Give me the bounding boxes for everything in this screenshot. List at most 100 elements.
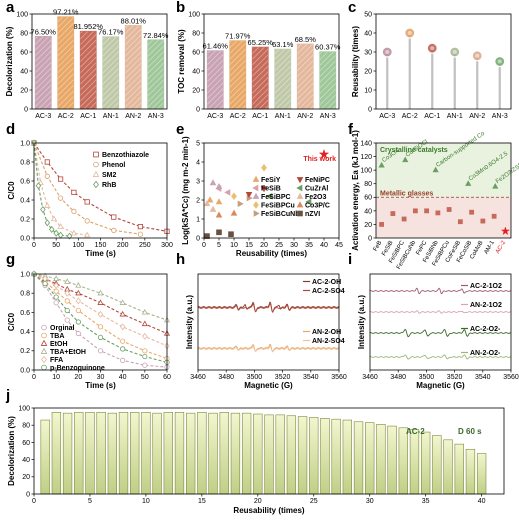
- plot-frame: [31, 13, 168, 110]
- y-tick-label: 20: [364, 68, 372, 75]
- y-tick-label: 20: [22, 474, 30, 481]
- data-point: [231, 192, 237, 200]
- bar: [286, 415, 297, 495]
- data-point: [75, 319, 81, 325]
- series-line: [33, 142, 88, 236]
- data-point: [318, 148, 330, 159]
- y-tick-label: 0: [24, 106, 28, 113]
- panel-d: Benzothiazole Phenol SM2 RhB 0.0 0.2 0.4 0.6 0.8…: [7, 139, 173, 258]
- data-point: [237, 200, 244, 208]
- y-axis-label: Decolorization (%): [5, 26, 14, 96]
- legend-marker: [92, 170, 100, 177]
- category-label: AC-1: [424, 113, 440, 120]
- x-tick-label: 5: [217, 242, 221, 249]
- y-tick-label: 100: [18, 405, 30, 412]
- data-point: [209, 205, 217, 212]
- legend-label: AN-2-O2-: [470, 350, 501, 357]
- bar-value-label: 65.25%: [248, 38, 274, 47]
- bar: [208, 412, 218, 495]
- data-point: [266, 192, 273, 200]
- data-point: [64, 317, 70, 323]
- legend-label: AN-2-SO4: [312, 338, 345, 345]
- data-point: [53, 282, 59, 290]
- x-tick-label: 15: [198, 498, 206, 505]
- bar: [253, 413, 263, 495]
- x-tick-label: 3540: [303, 374, 319, 381]
- bar: [152, 412, 162, 495]
- bar: [107, 412, 117, 495]
- y-tick-label: 0.4: [20, 329, 30, 336]
- y-tick-label: 40: [364, 208, 372, 215]
- category-label: AM-1: [483, 239, 496, 255]
- y-tick-label: 20: [192, 87, 200, 94]
- data-point: [53, 300, 59, 306]
- y-tick-label: 0.8: [20, 159, 30, 166]
- spectrum-line: [197, 301, 340, 313]
- panel-a: 76.50% AC-3 97.21% AC-2 81.952% AC-1 76.17% AN-…: [5, 8, 169, 120]
- x-tick-label: 0: [32, 242, 36, 249]
- data-point: [75, 330, 81, 337]
- data-point: [84, 199, 90, 205]
- x-axis-label: Reusability (times): [233, 506, 304, 515]
- y-tick-label: 0.6: [20, 178, 30, 185]
- x-tick-label: 20: [74, 374, 82, 381]
- spectrum-line: [197, 346, 340, 353]
- bar: [206, 50, 224, 110]
- y-tick-label: 0.2: [20, 348, 30, 355]
- data-point: [71, 189, 77, 195]
- bar: [62, 412, 73, 495]
- legend-marker: [252, 192, 260, 199]
- data-point: [230, 209, 238, 216]
- lollipop-highlight: [407, 31, 412, 35]
- legend-label: Co3P/C: [305, 203, 330, 210]
- data-point: [260, 186, 268, 193]
- plot-frame: [203, 142, 340, 239]
- category-label: AC-2: [495, 239, 507, 254]
- panel-b: 61.46% AC-3 71.97% AC-2 65.25% AC-1 63.1% AN-1 6…: [177, 11, 341, 120]
- category-label: AN-1: [103, 113, 119, 120]
- y-axis-label: Reusability (times): [351, 26, 360, 97]
- legend-marker: [296, 201, 304, 208]
- bar: [229, 40, 247, 110]
- bar: [275, 414, 285, 495]
- legend-label: Benzothiazole: [102, 152, 149, 159]
- y-tick-label: 4: [196, 159, 200, 166]
- y-tick-label: 40: [20, 68, 28, 75]
- legend-label: Fe2O3: [305, 194, 327, 201]
- x-tick-label: 0: [32, 498, 36, 505]
- y-axis-label: Decolorization (%): [7, 416, 16, 486]
- data-point: [97, 324, 104, 330]
- category-label: AN-1: [447, 113, 463, 120]
- bar: [309, 417, 319, 495]
- series-line: [33, 142, 70, 237]
- bar: [230, 412, 241, 495]
- bar: [96, 411, 106, 495]
- data-point: [435, 210, 441, 216]
- x-tick-label: 3500: [247, 374, 263, 381]
- data-point: [142, 353, 148, 360]
- x-tick-label: 3480: [390, 374, 406, 381]
- x-tick-label: 50: [141, 374, 149, 381]
- y-tick-label: 100: [188, 11, 200, 18]
- legend-label: FeSiY: [261, 177, 281, 184]
- y-tick-label: 40: [22, 457, 30, 464]
- data-point: [261, 163, 267, 172]
- legend-label: AN-2-OH: [312, 329, 341, 336]
- series-line: [33, 142, 168, 232]
- legend-label: SM2: [102, 172, 117, 179]
- category-label: AN-3: [492, 113, 508, 120]
- bar: [34, 36, 52, 110]
- data-point: [57, 195, 64, 201]
- x-tick-label: 20: [260, 242, 268, 249]
- metallic-label: Metallic glasses: [380, 190, 433, 197]
- bar: [454, 443, 464, 495]
- data-point: [97, 334, 104, 340]
- y-axis-label: TOC removal (%): [177, 29, 186, 94]
- bar: [331, 418, 341, 495]
- x-tick-label: 10: [230, 242, 238, 249]
- legend-marker: [252, 184, 259, 192]
- bar: [264, 414, 274, 495]
- legend-label: Phenol: [102, 162, 125, 169]
